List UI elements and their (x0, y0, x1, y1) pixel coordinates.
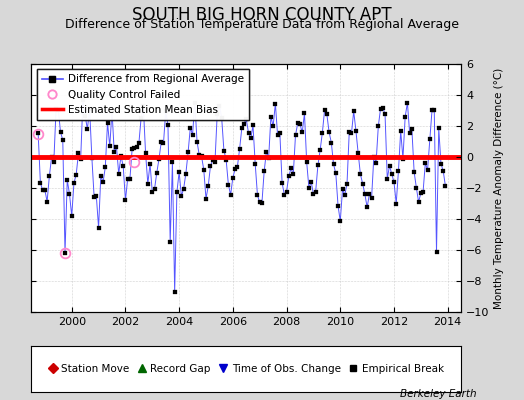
Y-axis label: Monthly Temperature Anomaly Difference (°C): Monthly Temperature Anomaly Difference (… (494, 67, 504, 309)
Text: Difference of Station Temperature Data from Regional Average: Difference of Station Temperature Data f… (65, 18, 459, 31)
Text: Berkeley Earth: Berkeley Earth (400, 389, 477, 399)
Legend: Difference from Regional Average, Quality Control Failed, Estimated Station Mean: Difference from Regional Average, Qualit… (37, 69, 249, 120)
Legend: Station Move, Record Gap, Time of Obs. Change, Empirical Break: Station Move, Record Gap, Time of Obs. C… (46, 361, 447, 377)
Text: SOUTH BIG HORN COUNTY APT: SOUTH BIG HORN COUNTY APT (132, 6, 392, 24)
